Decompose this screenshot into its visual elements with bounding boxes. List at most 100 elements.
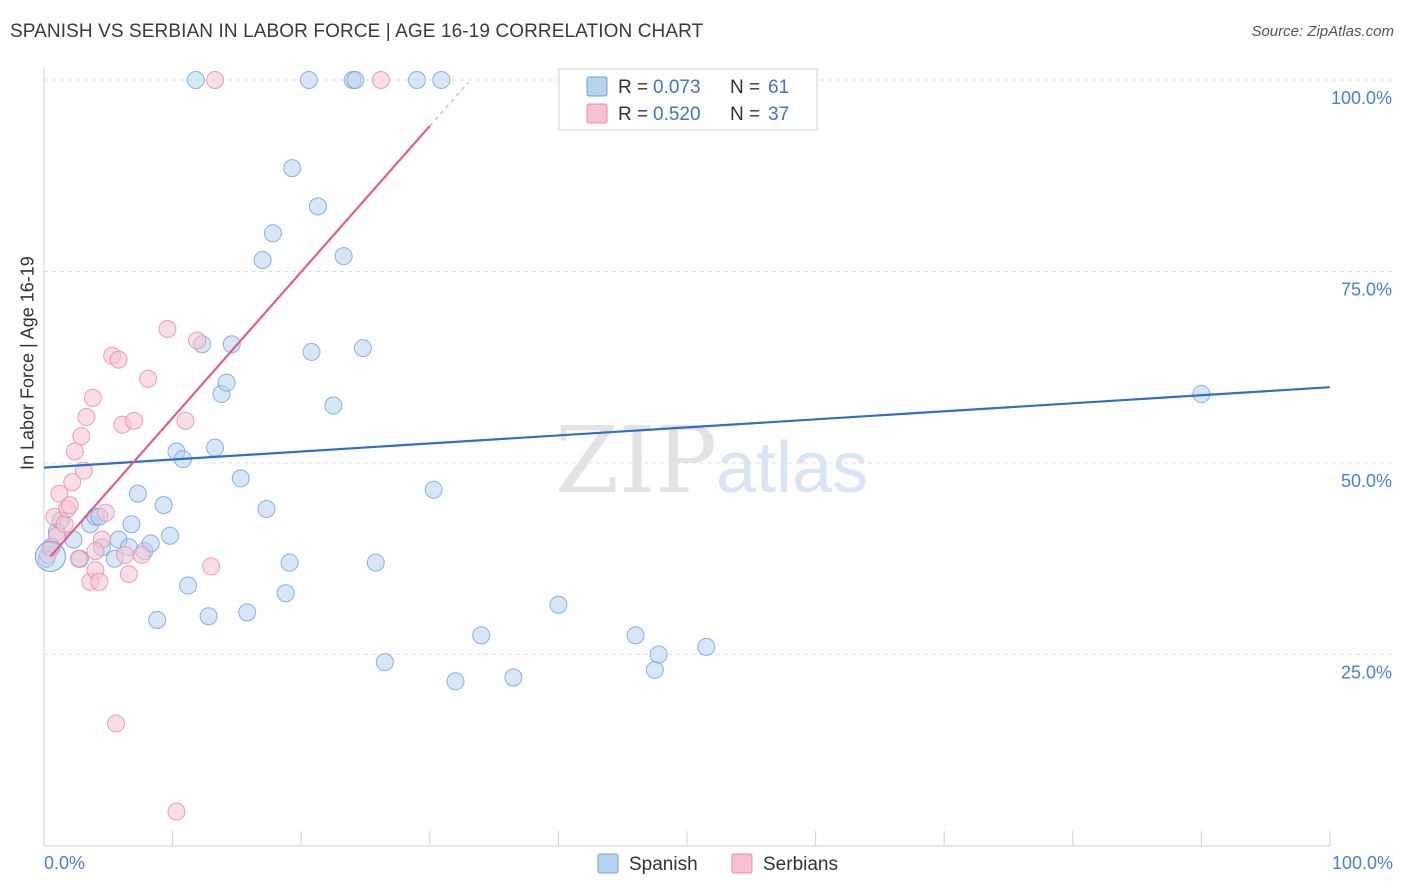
serbians-trend-extension xyxy=(429,81,469,127)
axes xyxy=(43,68,1331,847)
legend-n-value: 61 xyxy=(768,77,789,98)
spanish-point xyxy=(308,197,327,216)
spanish-point xyxy=(432,71,451,89)
tick-labels: 25.0% 50.0% 75.0% 100.0% 0.0% 100.0% xyxy=(44,88,1393,873)
serbians-point xyxy=(132,545,151,564)
spanish-point xyxy=(186,71,205,89)
spanish-point xyxy=(626,626,645,645)
legend-n-label: N = xyxy=(730,104,760,125)
spanish-point xyxy=(697,637,716,656)
spanish-point xyxy=(346,71,365,89)
serbians-point xyxy=(158,319,177,338)
serbians-point xyxy=(83,388,102,407)
legend-r-value: 0.073 xyxy=(653,77,701,98)
spanish-point xyxy=(645,660,664,679)
series-legend: Spanish Serbians xyxy=(597,853,838,875)
spanish-point xyxy=(222,335,241,354)
serbians-point xyxy=(86,542,105,561)
serbians-point xyxy=(371,71,390,89)
spanish-point xyxy=(366,553,385,572)
watermark: ZIP atlas xyxy=(555,407,868,514)
spanish-point xyxy=(122,515,141,534)
spanish-point xyxy=(472,626,491,645)
spanish-point xyxy=(334,247,353,266)
data-points xyxy=(34,71,1211,821)
serbians-point xyxy=(65,442,84,461)
gridlines xyxy=(44,79,1392,655)
spanish-point xyxy=(206,438,225,457)
spanish-point xyxy=(407,71,426,89)
spanish-point xyxy=(199,607,218,626)
spanish-point xyxy=(353,339,372,358)
spanish-point xyxy=(324,396,343,415)
serbians-point xyxy=(206,71,225,89)
spanish-trend-line xyxy=(43,386,1331,469)
y-tick-label: 25.0% xyxy=(1341,663,1392,683)
spanish-point xyxy=(280,553,299,572)
legend-swatch-serbians xyxy=(586,103,608,124)
chart-title: SPANISH VS SERBIAN IN LABOR FORCE | AGE … xyxy=(10,21,704,42)
serbians-point xyxy=(63,473,82,492)
legend-r-label: R = xyxy=(618,104,648,125)
y-tick-label: 100.0% xyxy=(1331,88,1392,108)
spanish-point xyxy=(276,584,295,603)
serbians-point xyxy=(125,411,144,430)
watermark-zip: ZIP xyxy=(555,407,717,514)
legend-n-label: N = xyxy=(730,77,760,98)
spanish-point xyxy=(299,71,318,89)
y-axis-label-text: In Labor Force | Age 16-19 xyxy=(17,256,38,470)
legend-bottom-swatch-spanish xyxy=(597,853,619,874)
serbians-point xyxy=(167,802,186,821)
spanish-point xyxy=(128,484,147,503)
spanish-point xyxy=(424,480,443,499)
x-tick-label-right: 100.0% xyxy=(1332,853,1393,873)
stats-legend: R = 0.073 N = 61 R = 0.520 N = 37 xyxy=(558,68,818,131)
legend-bottom-swatch-serbians xyxy=(731,853,753,874)
serbians-point xyxy=(96,503,115,522)
serbians-point xyxy=(90,572,109,591)
serbians-point xyxy=(202,557,221,576)
serbians-point xyxy=(116,545,135,564)
legend-r-label: R = xyxy=(618,77,648,98)
serbians-point xyxy=(60,496,79,515)
serbians-point xyxy=(109,350,128,369)
spanish-point xyxy=(446,672,465,691)
spanish-point xyxy=(257,499,276,518)
serbians-point xyxy=(50,484,69,503)
legend-r-value: 0.520 xyxy=(653,104,701,125)
spanish-point xyxy=(283,159,302,178)
spanish-point xyxy=(549,595,568,614)
spanish-point xyxy=(238,603,257,622)
spanish-point xyxy=(302,342,321,361)
watermark-atlas: atlas xyxy=(716,428,868,508)
spanish-point xyxy=(179,576,198,595)
serbians-point xyxy=(119,565,138,584)
serbians-point xyxy=(139,369,158,388)
legend-bottom-label-serbians[interactable]: Serbians xyxy=(763,854,838,875)
serbians-point xyxy=(55,515,74,534)
y-tick-label: 75.0% xyxy=(1341,280,1392,300)
x-tick-label-left: 0.0% xyxy=(44,853,85,873)
serbians-point xyxy=(107,714,126,733)
serbians-point xyxy=(72,427,91,446)
spanish-point xyxy=(231,469,250,488)
spanish-point xyxy=(161,526,180,545)
y-tick-label: 50.0% xyxy=(1341,471,1392,491)
serbians-point xyxy=(188,331,207,350)
serbians-point xyxy=(176,411,195,430)
spanish-point xyxy=(64,530,83,549)
serbians-trend-line xyxy=(49,125,431,558)
legend-n-value: 37 xyxy=(768,104,789,125)
spanish-point xyxy=(154,496,173,515)
trend-lines xyxy=(43,81,1331,558)
spanish-point xyxy=(217,373,236,392)
source-label: Source: ZipAtlas.com xyxy=(1251,23,1394,40)
y-axis-label: In Labor Force | Age 16-19 xyxy=(18,256,39,470)
spanish-point xyxy=(263,224,282,243)
serbians-point xyxy=(69,549,88,568)
legend-swatch-spanish xyxy=(586,76,608,97)
legend-bottom-label-spanish[interactable]: Spanish xyxy=(629,854,698,875)
spanish-point xyxy=(148,611,167,630)
spanish-point xyxy=(649,645,668,664)
